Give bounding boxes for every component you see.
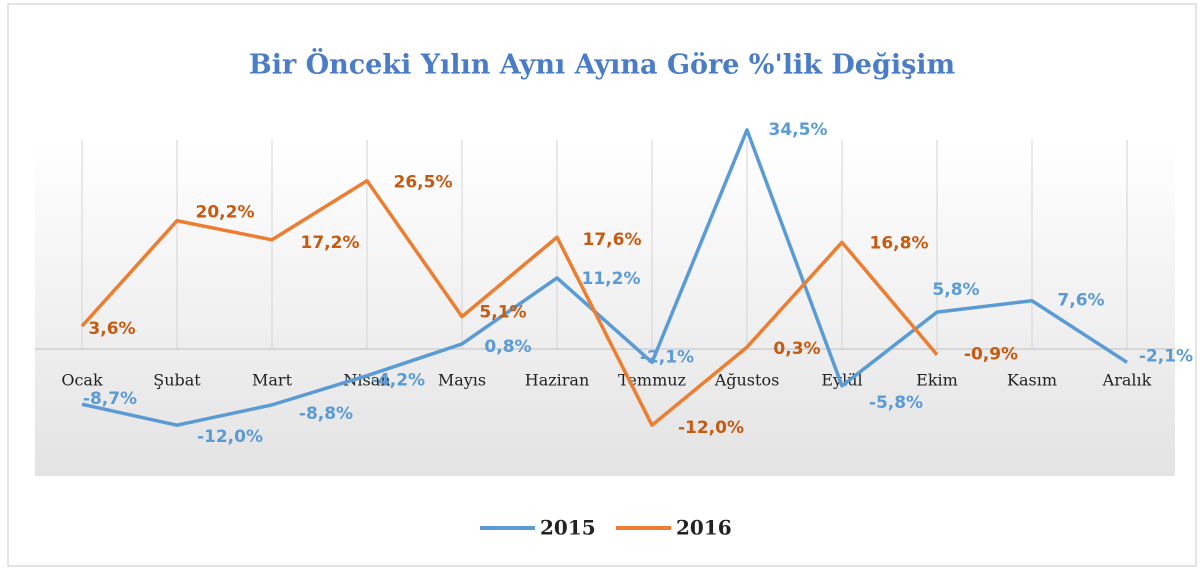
legend-label: 2015 xyxy=(540,516,596,540)
x-tick-label: Aralık xyxy=(1102,371,1152,390)
data-label: 17,6% xyxy=(583,230,642,250)
data-label: 3,6% xyxy=(88,319,135,339)
x-tick-label: Kasım xyxy=(1007,371,1057,390)
data-line xyxy=(81,128,1128,427)
data-label: 7,6% xyxy=(1057,291,1104,311)
x-tick-label: Şubat xyxy=(153,371,201,390)
data-label: -12,0% xyxy=(678,418,744,438)
x-tick-label: Haziran xyxy=(525,371,590,390)
data-label: -2,1% xyxy=(1139,346,1193,366)
x-tick-label: Ekim xyxy=(916,371,958,390)
x-tick-label: Temmuz xyxy=(618,371,686,390)
data-label: -0,9% xyxy=(964,345,1018,365)
x-tick-label: Mayıs xyxy=(438,371,486,390)
plot-area xyxy=(35,140,1175,476)
legend-label: 2016 xyxy=(676,516,732,540)
x-tick-label: Ağustos xyxy=(714,371,780,390)
data-label: 17,2% xyxy=(301,233,360,253)
data-label: 5,8% xyxy=(932,280,979,300)
chart-title: Bir Önceki Yılın Aynı Ayına Göre %'lik D… xyxy=(249,47,955,81)
data-label: 0,3% xyxy=(773,339,820,359)
x-tick-label: Ocak xyxy=(61,371,103,390)
data-label: 26,5% xyxy=(394,173,453,193)
x-tick-label: Mart xyxy=(252,371,293,390)
data-label: 0,8% xyxy=(484,337,531,357)
data-line xyxy=(80,178,939,427)
data-label: -12,0% xyxy=(197,427,263,447)
data-label: 34,5% xyxy=(769,120,828,140)
x-tick-label: Nisan xyxy=(343,371,390,390)
data-label: -8,8% xyxy=(299,404,353,424)
data-label: 5,1% xyxy=(479,303,526,323)
data-label: -2,1% xyxy=(640,347,694,367)
data-label: -8,7% xyxy=(83,389,137,409)
data-label: -5,8% xyxy=(869,393,923,413)
x-tick-label: Eylül xyxy=(821,371,862,390)
data-label: 11,2% xyxy=(582,269,641,289)
data-label: -4,2% xyxy=(371,371,425,391)
legend: 2015 2016 xyxy=(480,516,732,540)
data-label: 16,8% xyxy=(870,233,929,253)
data-label: 20,2% xyxy=(196,203,255,223)
